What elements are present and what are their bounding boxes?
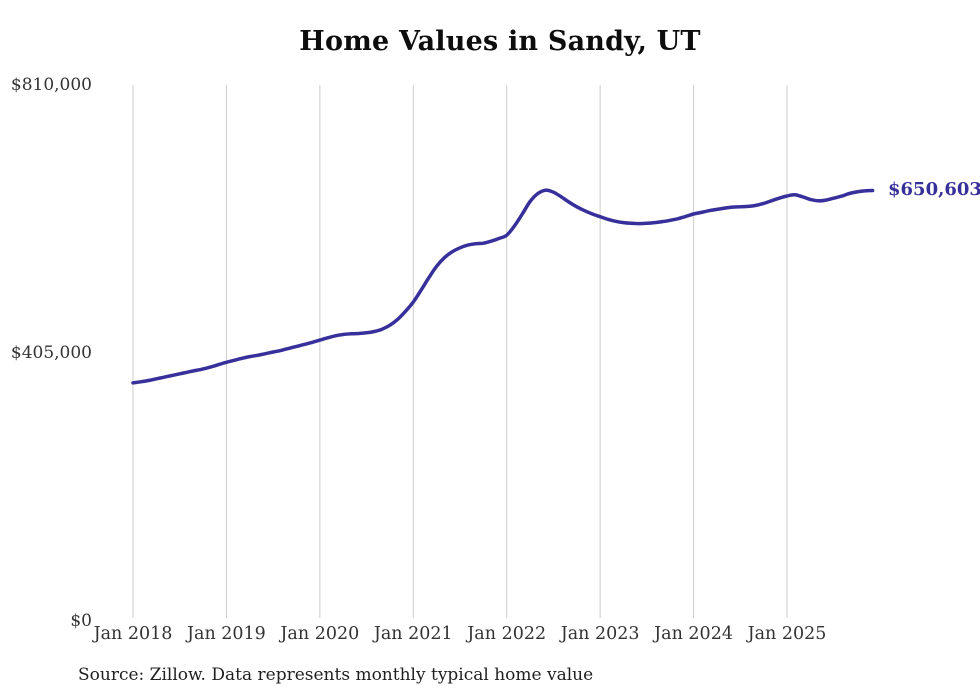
x-axis-label: Jan 2021 xyxy=(373,624,453,644)
latest-value-label: $650,603 xyxy=(888,179,980,201)
chart-title: Home Values in Sandy, UT xyxy=(299,26,701,57)
x-axis-label: Jan 2020 xyxy=(280,624,360,644)
y-axis-label: $0 xyxy=(70,611,92,631)
x-axis-label: Jan 2025 xyxy=(747,624,827,644)
x-axis-label: Jan 2023 xyxy=(560,624,640,644)
home-value-line xyxy=(131,188,875,385)
y-axis-label: $405,000 xyxy=(10,343,92,363)
source-note: Source: Zillow. Data represents monthly … xyxy=(78,665,594,685)
x-axis-label: Jan 2018 xyxy=(93,624,173,644)
x-axis-label: Jan 2022 xyxy=(467,624,547,644)
x-axis-label: Jan 2019 xyxy=(187,624,266,644)
x-axis-label: Jan 2024 xyxy=(654,624,733,644)
y-axis-label: $810,000 xyxy=(10,75,92,95)
